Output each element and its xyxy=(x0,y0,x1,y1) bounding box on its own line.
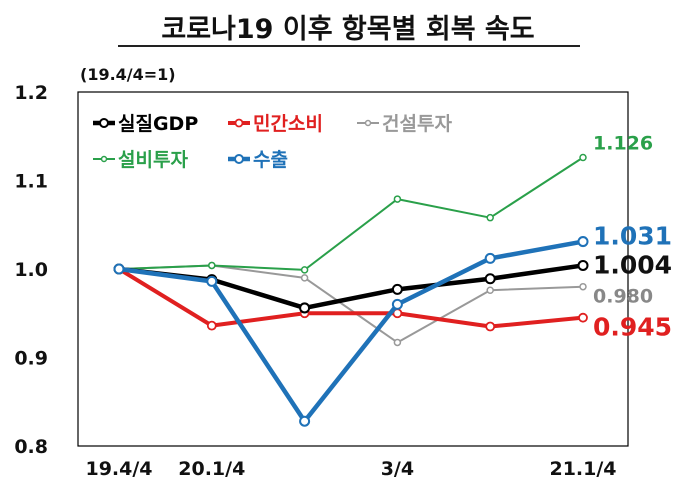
series-4 xyxy=(113,236,589,427)
legend-swatch-marker xyxy=(100,155,108,163)
legend-swatch-marker xyxy=(233,153,245,165)
data-point xyxy=(577,259,589,271)
data-point xyxy=(485,321,496,332)
data-point xyxy=(486,213,494,222)
data-point xyxy=(208,261,216,270)
legend-swatch-marker xyxy=(98,117,110,129)
end-value-labels: 1.004 0.945 0.980 1.126 1.031 xyxy=(593,132,672,341)
data-point xyxy=(300,266,309,274)
data-point xyxy=(300,274,309,282)
legend-swatch-marker xyxy=(364,119,372,127)
legend-label: 건설투자 xyxy=(382,113,452,135)
legend-label: 수출 xyxy=(253,149,288,171)
data-point xyxy=(299,302,311,314)
end-value-label: 1.126 xyxy=(593,132,653,154)
legend-item: 수출 xyxy=(228,149,288,171)
x-axis-ticks: 19.4/4 20.1/4 3/4 21.1/4 xyxy=(85,458,616,480)
y-tick-label: 0.8 xyxy=(14,436,48,458)
chart-title-group: 코로나19 이후 항목별 회복 속도 xyxy=(118,14,580,47)
legend-label: 설비투자 xyxy=(118,149,188,171)
legend-label: 실질GDP xyxy=(118,113,198,135)
data-point xyxy=(393,195,402,203)
data-point xyxy=(391,283,403,295)
x-tick-label: 19.4/4 xyxy=(85,458,152,480)
legend-label: 민간소비 xyxy=(253,113,323,135)
legend-swatch-marker xyxy=(234,118,244,128)
data-point xyxy=(391,298,403,310)
legend-item: 건설투자 xyxy=(357,113,452,135)
data-point xyxy=(299,415,311,427)
series-line xyxy=(118,263,584,311)
x-tick-label: 20.1/4 xyxy=(178,458,245,480)
end-value-label: 1.004 xyxy=(593,250,672,279)
series-line xyxy=(118,239,584,424)
data-point xyxy=(577,236,589,248)
y-tick-label: 1.2 xyxy=(14,82,48,104)
y-tick-label: 0.9 xyxy=(14,348,48,370)
x-tick-label: 21.1/4 xyxy=(549,458,616,480)
data-point xyxy=(393,338,402,347)
y-axis-ticks: 0.8 0.9 1.0 1.1 1.2 xyxy=(14,82,48,458)
y-tick-label: 1.0 xyxy=(14,259,48,281)
legend-item: 설비투자 xyxy=(93,149,188,171)
legend-item: 실질GDP xyxy=(93,113,198,135)
data-point xyxy=(206,320,217,331)
chart-title: 코로나19 이후 항목별 회복 속도 xyxy=(161,14,534,45)
y-tick-label: 1.1 xyxy=(14,171,48,193)
data-point xyxy=(578,312,588,323)
end-value-label: 1.031 xyxy=(593,222,672,251)
legend-item: 민간소비 xyxy=(228,113,323,135)
unit-note: (19.4/4=1) xyxy=(80,65,176,84)
series-line xyxy=(117,267,584,329)
data-point xyxy=(579,282,587,291)
data-point xyxy=(206,275,218,287)
end-value-label: 0.980 xyxy=(593,286,653,308)
series-line xyxy=(118,156,584,271)
data-point xyxy=(484,273,496,285)
data-point xyxy=(484,252,496,264)
x-tick-label: 3/4 xyxy=(381,458,414,480)
plot-area-frame xyxy=(77,91,629,447)
series-0 xyxy=(113,259,589,314)
series-lines xyxy=(113,153,589,427)
end-value-label: 0.945 xyxy=(593,313,672,342)
data-point xyxy=(579,153,587,162)
data-point xyxy=(113,263,125,275)
data-point xyxy=(486,286,494,294)
